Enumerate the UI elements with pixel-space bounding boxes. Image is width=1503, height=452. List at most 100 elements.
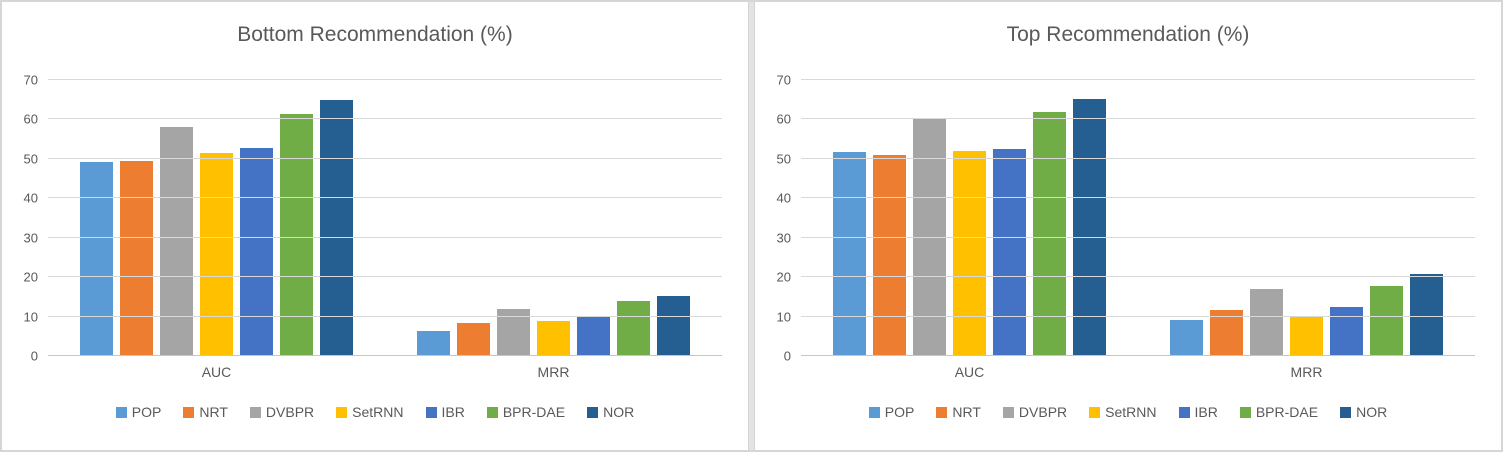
legend: POP NRT DVBPR SetRNN IBR BPR-DAE NOR [755,402,1501,422]
bar-ibr-mrr [577,316,610,356]
legend-item-dvbpr: DVBPR [1002,404,1067,420]
y-axis: 0 10 20 30 40 50 60 70 [755,73,801,364]
legend-label: SetRNN [1105,404,1157,420]
y-tick-label: 20 [776,269,791,285]
legend-swatch-icon [1178,406,1190,418]
legend-swatch-icon [868,406,880,418]
bar-ibr-auc [993,149,1026,356]
panel-divider [748,2,755,450]
y-tick-label: 60 [23,111,38,127]
y-tick-label: 10 [23,309,38,325]
x-axis-label-auc: AUC [201,364,232,380]
gridline [801,197,1475,199]
legend-label: BPR-DAE [1255,404,1319,420]
bar-group-mrr [385,80,722,356]
gridline [801,79,1475,80]
bar-nrt-auc [120,161,153,356]
gridline [801,118,1475,120]
bar-ibr-auc [240,148,273,356]
legend-item-nor: NOR [1340,404,1387,420]
legend-swatch-icon [115,406,127,418]
bar-setrnn-mrr [537,321,570,356]
chart-panel-top-recommendation: Top Recommendation (%) 0 10 20 30 40 50 60 70 A… [755,2,1501,450]
y-axis: 0 10 20 30 40 50 60 70 [2,73,48,364]
bar-setrnn-auc [200,152,233,356]
gridline [801,276,1475,278]
gridline [48,236,722,238]
legend-swatch-icon [336,406,348,418]
bar-group-mrr [1138,80,1475,356]
bar-setrnn-mrr [1290,316,1323,356]
y-tick-label: 10 [776,309,791,325]
gridline [48,197,722,199]
x-axis-label-mrr: MRR [1290,364,1323,380]
legend-item-dvbpr: DVBPR [249,404,315,420]
legend-label: SetRNN [352,404,404,420]
plot-row: 0 10 20 30 40 50 60 70 [755,73,1501,364]
legend-swatch-icon [1340,406,1352,418]
y-tick-label: 70 [776,72,791,88]
y-tick-label: 20 [23,269,38,285]
bar-group-auc [48,80,385,356]
legend-swatch-icon [425,406,437,418]
x-axis-label-mrr: MRR [537,364,570,380]
gridline [801,157,1475,159]
legend-swatch-icon [1002,406,1014,418]
y-tick-label: 70 [23,72,38,88]
legend-label: BPR-DAE [502,404,566,420]
legend-item-nrt: NRT [936,404,981,420]
bar-nor-auc [320,100,353,356]
gridline [801,355,1475,356]
y-tick-label: 40 [23,190,38,206]
chart-title: Top Recommendation (%) [1006,23,1250,46]
legend-swatch-icon [249,406,261,418]
bar-bpr-dae-auc [1033,111,1066,356]
bar-setrnn-auc [953,150,986,356]
bar-pop-mrr [1170,320,1203,356]
legend-item-nor: NOR [587,404,634,420]
legend-item-pop: POP [868,404,914,420]
bar-pop-auc [833,152,866,356]
legend-label: DVBPR [265,404,315,420]
legend-swatch-icon [587,406,599,418]
bar-nrt-mrr [1210,310,1243,356]
legend-item-bpr-dae: BPR-DAE [1239,404,1319,420]
gridline [48,79,722,80]
plot-row: 0 10 20 30 40 50 60 70 [2,73,748,364]
legend-item-setrnn: SetRNN [336,404,404,420]
bar-bpr-dae-mrr [1370,285,1403,356]
gridline [48,315,722,317]
plot-area [48,79,722,356]
bar-pop-auc [80,162,113,356]
legend-swatch-icon [1089,406,1101,418]
legend-swatch-icon [486,406,498,418]
legend-item-nrt: NRT [183,404,228,420]
bar-ibr-mrr [1330,306,1363,356]
x-axis: AUC MRR [801,364,1475,384]
y-tick-label: 40 [776,190,791,206]
y-tick-label: 50 [23,151,38,167]
y-tick-label: 30 [776,230,791,246]
legend: POP NRT DVBPR SetRNN IBR BPR-DAE NOR [2,402,748,422]
legend-label: NRT [199,404,228,420]
plot-area [801,79,1475,356]
y-tick-label: 0 [30,348,38,364]
legend-label: POP [131,404,162,420]
legend-label: IBR [441,404,465,420]
legend-item-setrnn: SetRNN [1089,404,1157,420]
bar-nor-auc [1073,98,1106,356]
bar-dvbpr-auc [160,127,193,356]
legend-item-ibr: IBR [425,404,465,420]
gridline [48,118,722,120]
y-tick-label: 0 [783,348,791,364]
legend-swatch-icon [936,406,948,418]
gridline [48,355,722,356]
y-tick-label: 50 [776,151,791,167]
legend-item-ibr: IBR [1178,404,1218,420]
bar-dvbpr-mrr [497,309,530,356]
x-axis: AUC MRR [48,364,722,384]
legend-item-pop: POP [115,404,162,420]
gridline [801,236,1475,238]
legend-swatch-icon [183,406,195,418]
